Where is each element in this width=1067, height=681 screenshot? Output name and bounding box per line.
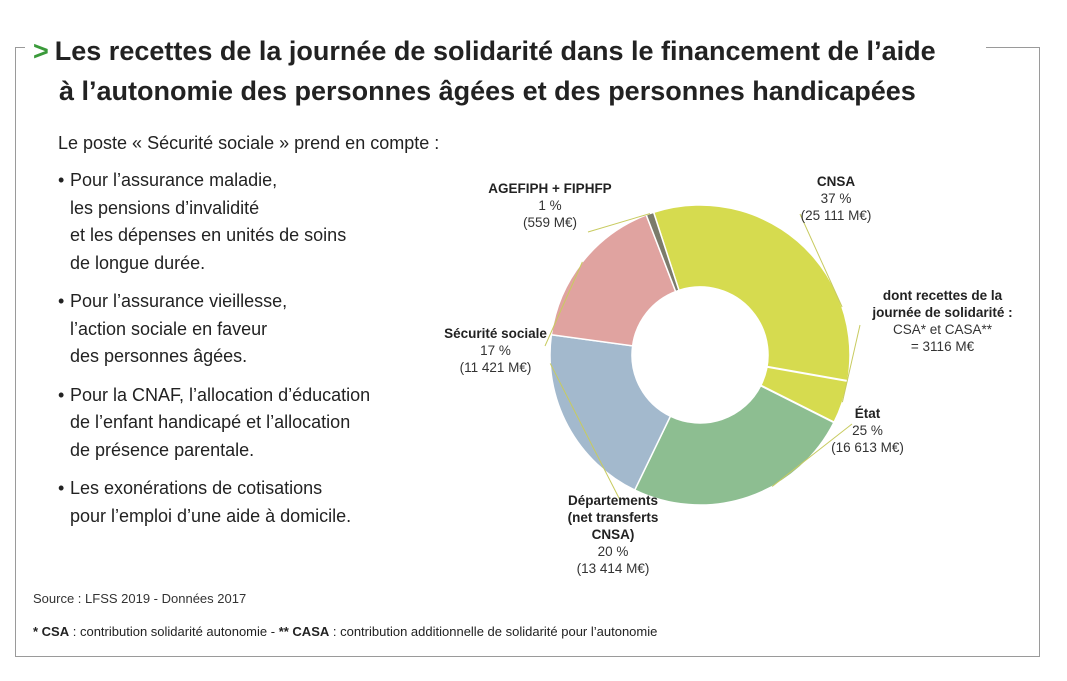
label-journee-solidarite: dont recettes de la journée de solidarit… <box>860 287 1025 355</box>
journee-solidarite-divider <box>766 365 848 382</box>
slice-departements <box>549 333 672 492</box>
slice-percent: 37 % <box>820 191 852 206</box>
label-departements: Départements (net transferts CNSA) 20 % … <box>548 492 678 577</box>
annotation-line: journée de solidarité : <box>872 305 1013 320</box>
figure-title: > Les recettes de la journée de solidarit… <box>25 31 986 111</box>
slice-etat <box>633 384 836 506</box>
slice-name: État <box>854 406 881 421</box>
bullet-line: de l’enfant handicapé et l’allocation <box>70 412 351 432</box>
leader-line-securite-sociale <box>544 261 583 347</box>
leader-line-etat <box>771 423 853 487</box>
label-cnsa: CNSA 37 % (25 111 M€) <box>776 173 896 224</box>
slice-percent: 1 % <box>538 198 562 213</box>
bullet-item: Pour l’assurance maladie, les pensions d… <box>58 167 438 277</box>
bullet-item: Pour l’assurance vieillesse, l’action so… <box>58 288 438 371</box>
slice-percent: 17 % <box>480 343 511 358</box>
slice-name: Sécurité sociale <box>444 326 547 341</box>
slice-securite-sociale <box>550 213 677 347</box>
title-line-2: à l’autonomie des personnes âgées et des… <box>59 76 916 106</box>
bullet-item: Les exonérations de cotisations pour l’e… <box>58 475 438 530</box>
bullet-line: Pour la CNAF, l’allocation d’éducation <box>70 384 371 405</box>
slice-cnsa <box>652 204 851 424</box>
bullet-line: pour l’emploi d’une aide à domicile. <box>70 505 352 526</box>
leader-line-departements <box>549 363 621 501</box>
bullet-line: des personnes âgées. <box>70 346 248 366</box>
bullet-line: Pour l’assurance vieillesse, <box>70 291 288 311</box>
footnote-csa-key: * CSA <box>33 624 70 639</box>
bullet-line: Pour l’assurance maladie, <box>70 170 278 190</box>
footnote-casa-text: : contribution additionnelle de solidari… <box>329 624 658 639</box>
bullet-line: Les exonérations de cotisations <box>70 478 323 498</box>
footnote: * CSA : contribution solidarité autonomi… <box>33 624 657 639</box>
slice-amount: (25 111 M€) <box>800 208 872 223</box>
bullet-item: Pour la CNAF, l’allocation d’éducation d… <box>58 382 438 465</box>
label-etat: État 25 % (16 613 M€) <box>820 405 915 456</box>
slice-name-line: (net transferts <box>567 510 659 525</box>
intro-text: Le poste « Sécurité sociale » prend en c… <box>58 133 440 153</box>
leader-line-agefiph <box>587 213 651 233</box>
slice-percent: 20 % <box>597 544 629 559</box>
annotation-line: dont recettes de la <box>882 288 1003 303</box>
bullet-list: Pour l’assurance maladie, les pensions d… <box>58 167 438 541</box>
annotation-line: CSA* et CASA** <box>892 322 993 337</box>
leader-line-cnsa <box>799 213 843 308</box>
source-note: Source : LFSS 2019 - Données 2017 <box>33 591 247 606</box>
slice-name: CNSA <box>816 174 856 189</box>
slice-amount: (11 421 M€) <box>459 360 532 375</box>
chevron-right-icon: > <box>33 36 49 66</box>
bullet-line: les pensions d’invalidité <box>70 197 260 218</box>
annotation-line: = 3116 M€ <box>910 339 975 354</box>
slice-name-line: Départements <box>567 493 659 508</box>
slice-amount: (13 414 M€) <box>576 561 650 576</box>
slice-name-line: CNSA) <box>591 527 635 542</box>
slice-name: AGEFIPH + FIPHFP <box>488 181 612 196</box>
slice-percent: 25 % <box>852 423 883 438</box>
footnote-casa-key: ** CASA <box>278 624 330 639</box>
slice-amount: (16 613 M€) <box>831 440 904 455</box>
bullet-line: de présence parentale. <box>70 439 255 460</box>
slice-amount: (559 M€) <box>522 215 578 230</box>
title-line-1: Les recettes de la journée de solidarité… <box>54 36 936 66</box>
bullet-line: l’action sociale en faveur <box>70 318 268 339</box>
bullet-line: et les dépenses en unités de soins <box>70 225 347 245</box>
journee-solidarite-divider <box>760 384 835 424</box>
label-agefiph: AGEFIPH + FIPHFP 1 % (559 M€) <box>470 180 630 231</box>
leader-line-journee-solidarite <box>841 324 861 403</box>
label-securite-sociale: Sécurité sociale 17 % (11 421 M€) <box>418 325 573 376</box>
footnote-csa-text: : contribution solidarité autonomie - <box>69 624 279 639</box>
bullet-line: de longue durée. <box>70 252 206 273</box>
